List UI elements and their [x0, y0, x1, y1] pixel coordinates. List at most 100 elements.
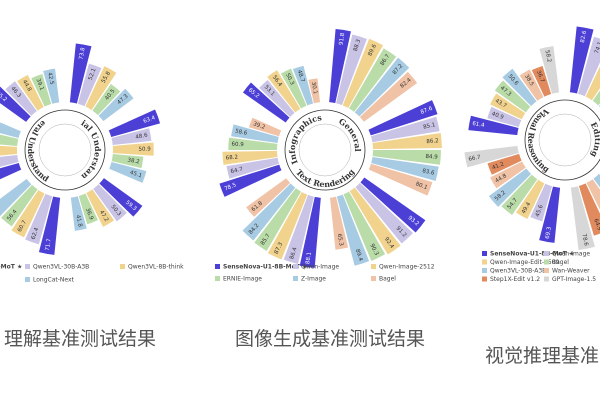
radial-bar	[490, 93, 526, 120]
radial-bar	[329, 29, 351, 104]
radial-bar	[70, 196, 87, 231]
legend-label: GPT-Image-1.5	[552, 276, 596, 283]
legend-swatch	[482, 259, 487, 265]
radial-bar	[108, 109, 161, 138]
radial-bar	[569, 26, 594, 94]
radial-bar	[77, 63, 102, 107]
legend-swatch	[25, 264, 30, 269]
radial-bar	[85, 66, 117, 111]
radial-bar	[226, 157, 280, 179]
radial-bar	[539, 46, 560, 94]
legend-swatch	[482, 251, 487, 256]
value-label: 80.1	[415, 181, 429, 191]
radial-bar	[222, 150, 278, 165]
radial-bar	[5, 81, 37, 116]
legend-label: Qwen-Image-2512	[379, 264, 435, 271]
legend-label: SenseNova-U1-8B-MoT ★	[0, 264, 22, 271]
value-label: 49.4	[521, 201, 533, 215]
radial-bar	[502, 68, 537, 107]
legend-label: LongCat-Next	[33, 277, 75, 284]
legend-swatch	[371, 264, 376, 269]
radial-bar	[501, 174, 538, 215]
radial-bar	[354, 57, 410, 117]
value-label: 55.2	[0, 91, 8, 103]
value-label: 58.2	[544, 50, 552, 63]
value-label: 44.8	[21, 79, 33, 93]
value-label: 42.5	[46, 72, 54, 86]
inner-ring-thin	[38, 123, 92, 177]
legend-swatch	[371, 276, 376, 281]
radial-bar	[0, 162, 22, 180]
value-label: 39.2	[252, 121, 266, 131]
value-label: 30.1	[310, 81, 318, 94]
value-label: 36.7	[535, 70, 545, 84]
radial-bar	[219, 164, 282, 197]
radial-bar	[242, 183, 296, 241]
legend-swatch	[544, 251, 549, 256]
radial-bar	[464, 145, 519, 168]
radial-bar	[368, 100, 438, 136]
legend-swatch	[120, 264, 125, 269]
radial-bar	[468, 115, 519, 136]
radial-bar	[254, 188, 301, 251]
legend-swatch	[25, 277, 30, 282]
value-label: 45.6	[535, 204, 545, 218]
radial-bar	[371, 156, 439, 182]
value-label: 62.4	[31, 226, 41, 240]
radial-bar	[330, 196, 349, 250]
value-label: 60.7	[17, 219, 28, 233]
value-label: 44.8	[494, 173, 508, 185]
value-label: 74.1	[594, 41, 600, 55]
ring-label-text: Editing	[589, 120, 600, 159]
value-label: 71.7	[45, 238, 53, 252]
radial-bar	[336, 34, 367, 106]
radial-bar	[539, 186, 561, 243]
radial-bar	[0, 155, 19, 167]
value-label: 52.1	[88, 68, 98, 82]
radial-bar	[593, 173, 600, 188]
radial-bar	[487, 106, 522, 128]
radial-bar	[267, 70, 301, 113]
value-label: 36.9	[84, 207, 94, 221]
radial-bar	[231, 124, 279, 144]
radial-bar	[359, 71, 418, 122]
value-label: 64.9	[592, 218, 600, 232]
radial-bar	[69, 43, 92, 104]
radial-bar	[112, 142, 154, 156]
legend-label: Qwen-Image-Edit-2509	[490, 259, 559, 266]
value-label: 65.3	[336, 233, 344, 247]
value-label: 73.8	[79, 47, 87, 61]
legend-swatch	[293, 264, 298, 269]
radial-bar	[280, 68, 307, 109]
radial-bar	[299, 196, 321, 269]
radial-bar	[248, 117, 282, 137]
radial-bar	[0, 145, 18, 156]
value-label: 61.4	[472, 121, 486, 129]
radial-bar	[355, 182, 413, 244]
legend-label: SenseNova-U1-8B-MoT ★	[223, 264, 307, 271]
radial-bar	[267, 191, 308, 260]
value-label: 58.6	[234, 128, 248, 137]
value-label: 38.2	[127, 158, 140, 166]
inner-ring	[524, 99, 600, 181]
radial-bar	[586, 179, 600, 210]
inner-ring-thin	[538, 113, 592, 167]
legend-swatch	[544, 268, 549, 273]
value-label: 86.2	[426, 138, 439, 145]
radial-bar	[93, 184, 127, 222]
radial-bar	[494, 80, 531, 113]
radial-bar	[530, 183, 553, 222]
value-label: 38.5	[523, 74, 535, 88]
radial-bar	[368, 163, 433, 196]
radial-bar	[342, 38, 384, 109]
value-label: 45.1	[129, 170, 143, 180]
radial-bar	[372, 133, 442, 150]
legend-swatch	[482, 276, 487, 282]
radial-bar	[592, 90, 600, 106]
radial-bar	[490, 161, 526, 189]
radial-bar	[111, 154, 144, 169]
legend-swatch	[544, 276, 549, 282]
radial-bar	[99, 178, 143, 217]
value-label: 78.6	[580, 233, 588, 247]
legend-swatch	[215, 276, 220, 281]
